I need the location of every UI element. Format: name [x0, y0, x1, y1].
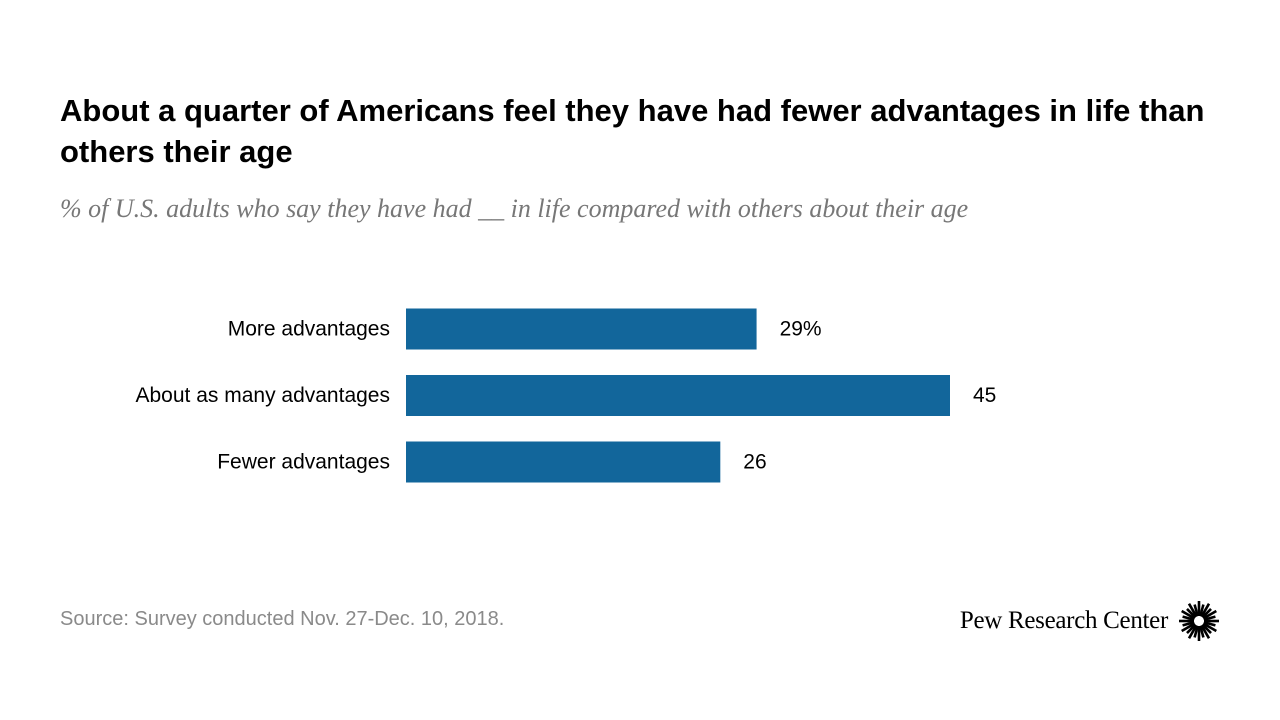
category-label: About as many advantages	[135, 384, 390, 407]
pew-brand: Pew Research Center	[960, 600, 1220, 642]
value-label: 45	[973, 384, 996, 407]
bar	[406, 441, 721, 483]
source-note: Source: Survey conducted Nov. 27-Dec. 10…	[60, 608, 505, 630]
value-label: 29%	[780, 318, 822, 341]
bar	[406, 375, 950, 416]
brand-name: Pew Research Center	[959, 607, 1168, 634]
category-label: Fewer advantages	[217, 451, 390, 474]
pew-sunburst-icon	[1179, 601, 1219, 641]
chart-subtitle: % of U.S. adults who say they have had _…	[60, 194, 969, 223]
chart-title: About a quarter of Americans feel they h…	[60, 93, 1205, 169]
category-label: More advantages	[228, 318, 390, 341]
bar	[406, 308, 757, 350]
value-label: 26	[743, 451, 766, 474]
